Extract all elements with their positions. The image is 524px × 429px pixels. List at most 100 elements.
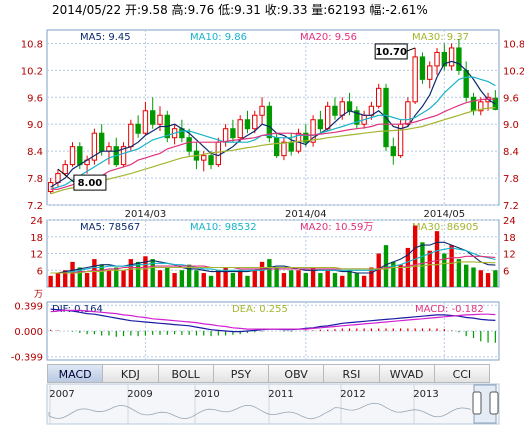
volume-bar [143, 256, 148, 287]
candle-body [448, 47, 455, 67]
volume-legend-ma20: MA20: 10.59万 [300, 222, 373, 233]
timeline-right-handle[interactable] [489, 391, 499, 415]
volume-y-tick-right: 18 [503, 233, 516, 244]
volume-bar [238, 270, 243, 287]
volume-y-tick-right: 6 [503, 266, 509, 277]
volume-bar [208, 275, 214, 287]
price-y-tick-left: 7.8 [27, 174, 43, 185]
volume-plot [48, 225, 498, 287]
candle-body [98, 132, 105, 152]
volume-bar [427, 250, 432, 287]
price-y-tick-right: 10.2 [503, 66, 524, 77]
price-y-tick-left: 7.2 [27, 201, 43, 212]
volume-bar [391, 261, 396, 287]
volume-bar [216, 270, 221, 287]
volume-bar [63, 270, 68, 287]
price-y-tick-right: 8.4 [503, 147, 519, 158]
price-y-tick-right: 7.2 [503, 201, 519, 212]
candle [405, 97, 411, 127]
annotation-box [374, 43, 408, 60]
candle [434, 47, 440, 75]
volume-bar [70, 261, 75, 287]
candle-body [346, 101, 353, 112]
candle [478, 97, 484, 116]
price-y-tick-right: 9.6 [503, 93, 519, 104]
volume-bar [259, 261, 265, 287]
candle-body [62, 164, 68, 175]
volume-bar [332, 273, 338, 287]
candle-body [230, 128, 236, 139]
tab-rsi[interactable]: RSI [324, 364, 380, 383]
candle-body [412, 56, 418, 103]
timeline-left-handle[interactable] [472, 391, 482, 415]
candle [441, 43, 448, 71]
timeline-navigator[interactable]: 2007 2009 2010 2011 2012 2013 [46, 383, 500, 425]
price-y-tick-left: 9.0 [27, 120, 43, 131]
volume-bar [99, 264, 104, 287]
price-ma5-line [50, 60, 496, 188]
candle-body [69, 146, 76, 166]
dea-line [50, 309, 496, 330]
volume-bar [223, 267, 228, 287]
candle [448, 43, 455, 71]
x-tick-label: 2014/04 [285, 209, 327, 220]
candle-body [142, 110, 149, 134]
volume-bar [252, 270, 257, 287]
volume-legend-ma30: MA30: 86905 [412, 222, 479, 233]
volume-bar [245, 275, 250, 287]
volume-bar [92, 259, 97, 287]
volume-bar [186, 264, 192, 287]
indicator-tabs: MACD KDJ BOLL PSY OBV RSI WVAD CCI [47, 364, 490, 383]
candle-body [288, 141, 294, 152]
volume-bar [354, 273, 360, 287]
tab-boll[interactable]: BOLL [158, 364, 214, 383]
tab-cci[interactable]: CCI [434, 364, 490, 383]
candle-body [259, 105, 265, 116]
candle [62, 160, 68, 176]
candle [259, 97, 265, 125]
candle-body [157, 114, 163, 125]
volume-bar [347, 270, 352, 287]
macd-y-tick: 0.000 [14, 327, 43, 338]
volume-bar [84, 273, 90, 287]
candle-body [427, 65, 433, 80]
candle [281, 137, 287, 161]
price-y-tick-left: 9.6 [27, 93, 43, 104]
volume-bar [376, 253, 381, 287]
candle-body [405, 101, 411, 125]
candle-body [201, 155, 207, 161]
candle-body [339, 101, 345, 116]
macd-y-tick: 0.399 [14, 301, 43, 312]
price-y-tick-right: 7.8 [503, 174, 519, 185]
macd-legend-2: MACD: -0.182 [415, 304, 484, 315]
candle-body [135, 123, 141, 134]
volume-legend-ma10: MA10: 98532 [190, 222, 257, 233]
candle-body [106, 146, 112, 152]
candle [412, 47, 418, 105]
tab-kdj[interactable]: KDJ [103, 364, 159, 383]
candle-body [266, 105, 273, 139]
candle-body [310, 119, 316, 143]
tab-obv[interactable]: OBV [269, 364, 325, 383]
volume-bar [434, 231, 440, 287]
volume-legend-ma5: MA5: 78567 [80, 222, 140, 233]
candle [69, 142, 76, 167]
macd-plot [50, 308, 496, 343]
timeline-year-label: 2011 [268, 389, 293, 400]
annotation-leader [57, 168, 75, 183]
tab-psy[interactable]: PSY [213, 364, 269, 383]
candle-body [186, 137, 192, 152]
price-ma10-line [50, 76, 496, 190]
candle [91, 128, 98, 165]
tab-macd[interactable]: MACD [47, 364, 104, 383]
price-y-tick-right: 10.8 [503, 39, 524, 50]
volume-bar [128, 259, 134, 287]
volume-bar [172, 273, 177, 287]
candle [419, 52, 426, 84]
volume-bar [361, 275, 367, 287]
volume-bar [478, 270, 483, 287]
volume-bar [383, 245, 389, 287]
quote-header: 2014/05/22 开:9.58 高:9.76 低:9.31 收:9.33 量… [52, 2, 428, 17]
candle-body [354, 110, 360, 125]
tab-wvad[interactable]: WVAD [379, 364, 435, 383]
